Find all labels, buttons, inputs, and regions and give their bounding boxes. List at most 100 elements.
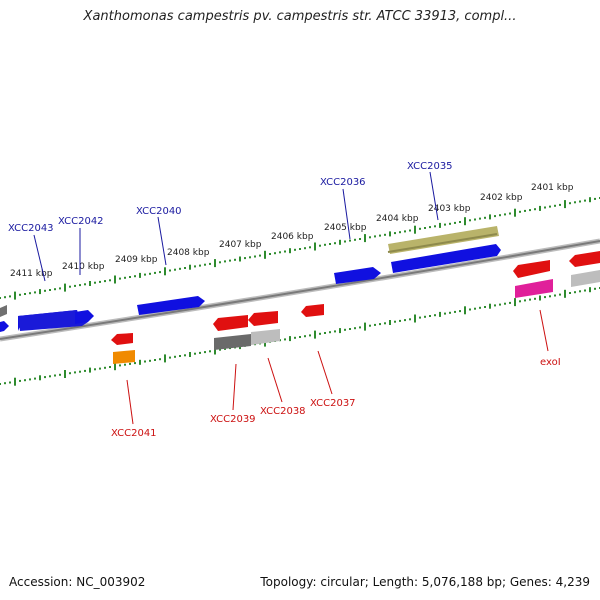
tick-mark <box>389 231 391 237</box>
tick-mark <box>4 296 6 299</box>
tick-mark <box>404 230 406 233</box>
accession-text: Accession: NC_003902 <box>9 575 146 589</box>
gene-reverse[interactable] <box>515 279 553 298</box>
tick-mark <box>164 267 166 276</box>
tick-mark <box>544 296 546 299</box>
gene-reverse[interactable] <box>569 251 600 267</box>
gene-reverse[interactable] <box>571 270 600 287</box>
tick-mark <box>299 248 301 250</box>
tick-mark <box>204 263 206 266</box>
leader-line <box>232 363 237 411</box>
tick-mark <box>4 382 6 385</box>
tick-mark <box>464 306 466 315</box>
tick-mark <box>44 376 46 379</box>
tick-mark <box>304 247 306 250</box>
forward-genes <box>0 226 501 332</box>
tick-mark <box>444 312 446 315</box>
kbp-label: 2406 kbp <box>271 232 314 242</box>
tick-mark <box>434 225 436 228</box>
tick-mark <box>554 204 556 207</box>
gene-label-xcc2043[interactable]: XCC2043 <box>8 223 54 234</box>
gene-forward[interactable] <box>137 296 205 315</box>
gene-reverse[interactable] <box>214 334 251 350</box>
tick-mark <box>284 250 286 253</box>
lower-tick-track <box>0 287 600 386</box>
tick-mark <box>79 370 81 373</box>
tick-mark <box>394 320 396 323</box>
tick-mark <box>169 269 171 272</box>
tick-mark <box>294 336 296 339</box>
kbp-label: 2409 kbp <box>115 255 158 265</box>
gene-forward[interactable] <box>0 321 9 332</box>
tick-mark <box>194 265 196 268</box>
tick-mark <box>509 212 511 215</box>
gene-label-xcc2041[interactable]: XCC2041 <box>111 428 157 439</box>
tick-mark <box>409 229 411 232</box>
leader-line <box>126 379 134 425</box>
tick-mark <box>54 374 56 377</box>
tick-mark <box>564 289 566 298</box>
reverse-gene-labels: XCC2041 XCC2039 XCC2038 XCC2037 exoI <box>111 357 561 439</box>
tick-mark <box>409 318 411 321</box>
tick-mark <box>289 336 291 342</box>
leader-line <box>267 357 283 403</box>
tick-mark <box>334 242 336 245</box>
tick-mark <box>49 375 51 378</box>
tick-mark <box>174 355 176 358</box>
tick-mark <box>419 227 421 230</box>
map-title: Xanthomonas campestris pv. campestris st… <box>83 9 517 24</box>
tick-mark <box>219 261 221 264</box>
gene-label-exoi[interactable]: exoI <box>540 357 561 368</box>
gene-reverse[interactable] <box>213 315 248 331</box>
tick-mark <box>494 215 496 218</box>
tick-mark <box>149 359 151 362</box>
tick-mark <box>104 280 106 283</box>
tick-mark <box>449 311 451 314</box>
tick-mark <box>59 373 61 376</box>
gene-label-xcc2038[interactable]: XCC2038 <box>260 406 306 417</box>
gene-forward[interactable] <box>75 310 94 324</box>
tick-mark <box>474 218 476 221</box>
tick-mark <box>144 360 146 363</box>
gene-reverse[interactable] <box>113 350 135 364</box>
gene-forward[interactable] <box>0 305 7 317</box>
tick-mark <box>24 293 26 295</box>
tick-mark <box>584 199 586 202</box>
gene-forward[interactable] <box>391 244 501 273</box>
tick-mark <box>529 298 531 301</box>
tick-mark <box>469 219 471 222</box>
tick-mark <box>229 259 231 262</box>
tick-mark <box>419 316 421 319</box>
tick-mark <box>174 268 176 271</box>
gene-label-xcc2040[interactable]: XCC2040 <box>136 206 182 217</box>
tick-mark <box>499 303 501 306</box>
tick-mark <box>489 303 491 309</box>
tick-mark <box>424 315 426 318</box>
gene-label-xcc2036[interactable]: XCC2036 <box>320 177 366 188</box>
tick-mark <box>54 288 56 291</box>
gene-forward[interactable] <box>18 310 88 331</box>
gene-label-xcc2042[interactable]: XCC2042 <box>58 216 104 227</box>
gene-reverse[interactable] <box>248 311 278 326</box>
tick-mark <box>29 378 31 381</box>
kbp-label: 2407 kbp <box>219 240 262 250</box>
tick-mark <box>394 232 396 235</box>
gene-reverse[interactable] <box>251 329 280 345</box>
tick-mark <box>579 290 581 293</box>
tick-mark <box>594 287 596 290</box>
tick-mark <box>114 362 116 371</box>
tick-mark <box>189 352 191 357</box>
tick-mark <box>144 273 146 276</box>
tick-mark <box>544 206 546 209</box>
gene-label-xcc2039[interactable]: XCC2039 <box>210 414 256 425</box>
tick-mark <box>529 209 531 212</box>
gene-reverse[interactable] <box>513 260 550 278</box>
gene-reverse[interactable] <box>301 304 324 317</box>
gene-label-xcc2037[interactable]: XCC2037 <box>310 398 356 409</box>
gene-reverse[interactable] <box>111 333 133 345</box>
gene-forward[interactable] <box>334 267 381 284</box>
upper-tick-track <box>0 197 600 300</box>
gene-label-xcc2035[interactable]: XCC2035 <box>407 161 453 172</box>
tick-mark <box>399 231 401 234</box>
